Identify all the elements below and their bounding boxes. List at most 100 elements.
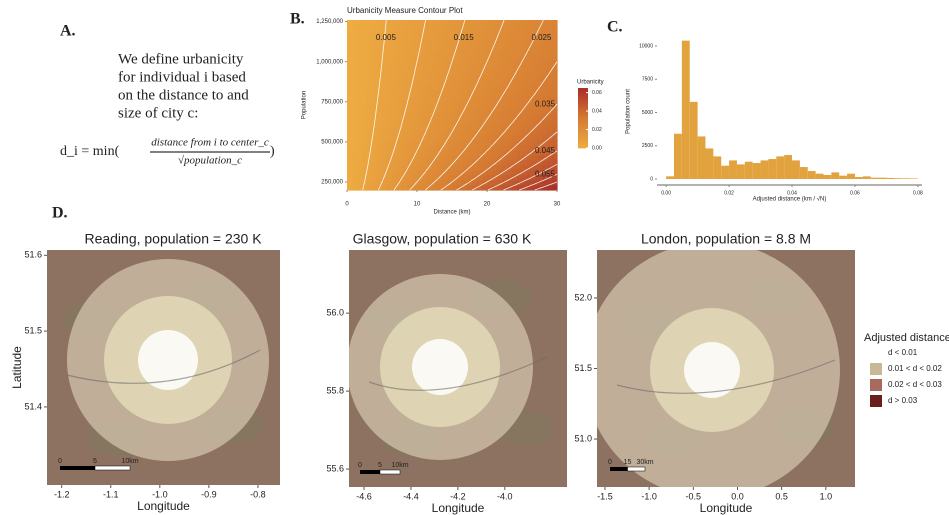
heat-cell (407, 140, 413, 146)
heat-cell (347, 90, 353, 96)
heat-cell (382, 70, 388, 76)
heat-cell (417, 80, 423, 86)
formula-denominator: √population_c (178, 155, 242, 167)
heat-cell (397, 85, 403, 91)
heat-cell (517, 150, 523, 156)
heat-cell (447, 185, 453, 191)
heat-cell (482, 75, 488, 81)
heat-cell (512, 85, 518, 91)
heat-cell (477, 35, 483, 41)
heat-cell (452, 30, 458, 36)
heat-cell (547, 30, 553, 36)
heat-cell (407, 95, 413, 101)
heat-cell (407, 110, 413, 116)
heat-cell (512, 30, 518, 36)
heat-cell (382, 25, 388, 31)
heat-cell (552, 175, 558, 181)
heat-cell (527, 25, 533, 31)
heat-cell (427, 85, 433, 91)
heat-cell (537, 40, 543, 46)
heat-cell (537, 35, 543, 41)
heat-cell (502, 60, 508, 66)
heat-cell (352, 155, 358, 161)
heat-cell (402, 85, 408, 91)
heat-cell (522, 150, 528, 156)
x-tick-label: -1.5 (597, 491, 613, 501)
heat-cell (417, 90, 423, 96)
heat-cell (477, 120, 483, 126)
heat-cell (432, 35, 438, 41)
heat-cell (402, 50, 408, 56)
heat-cell (377, 35, 383, 41)
colorbar-cell (578, 102, 588, 105)
x-tick-label: -4.4 (403, 491, 419, 501)
heat-cell (362, 70, 368, 76)
heat-cell (467, 80, 473, 86)
heat-cell (427, 95, 433, 101)
heat-cell (467, 180, 473, 186)
heat-cell (412, 115, 418, 121)
heat-cell (362, 175, 368, 181)
heat-cell (447, 95, 453, 101)
heat-cell (472, 40, 478, 46)
y-tick-label: 51.0 (574, 433, 592, 443)
heat-cell (347, 155, 353, 161)
heat-cell (417, 50, 423, 56)
y-tick-label: 51.4 (24, 401, 42, 411)
heat-cell (502, 125, 508, 131)
heat-cell (542, 165, 548, 171)
heat-cell (382, 80, 388, 86)
heat-cell (462, 70, 468, 76)
heat-cell (442, 165, 448, 171)
heat-cell (552, 75, 558, 81)
heat-cell (372, 70, 378, 76)
heat-cell (437, 175, 443, 181)
heat-cell (407, 180, 413, 186)
heat-cell (412, 150, 418, 156)
histogram-bar (894, 178, 903, 180)
heat-cell (387, 130, 393, 136)
heat-cell (347, 160, 353, 166)
heat-cell (502, 165, 508, 171)
heat-cell (377, 175, 383, 181)
heat-cell (357, 30, 363, 36)
heat-cell (392, 85, 398, 91)
heat-cell (507, 35, 513, 41)
heat-cell (492, 130, 498, 136)
heat-cell (437, 70, 443, 76)
heat-cell (497, 155, 503, 161)
heat-cell (537, 70, 543, 76)
heat-cell (372, 165, 378, 171)
heat-cell (412, 95, 418, 101)
heat-cell (542, 130, 548, 136)
colorbar-label: 0.06 (592, 90, 602, 96)
heat-cell (517, 50, 523, 56)
heat-cell (407, 80, 413, 86)
heat-cell (362, 45, 368, 51)
heat-cell (537, 60, 543, 66)
heat-cell (417, 140, 423, 146)
heat-cell (417, 160, 423, 166)
histogram-bar (878, 177, 887, 180)
heat-cell (547, 110, 553, 116)
heat-cell (537, 115, 543, 121)
heat-cell (482, 55, 488, 61)
x-axis-title: Longitude (432, 501, 485, 515)
heat-cell (397, 180, 403, 186)
heat-cell (392, 150, 398, 156)
heat-cell (427, 130, 433, 136)
heat-cell (467, 160, 473, 166)
heat-cell (442, 65, 448, 71)
heat-cell (507, 135, 513, 141)
heat-cell (407, 50, 413, 56)
heat-cell (462, 185, 468, 191)
heat-cell (542, 70, 548, 76)
heat-cell (502, 175, 508, 181)
heat-cell (457, 65, 463, 71)
heat-cell (442, 120, 448, 126)
heat-cell (352, 150, 358, 156)
colorbar-cell (578, 128, 588, 131)
heat-cell (372, 95, 378, 101)
heat-cell (442, 70, 448, 76)
heat-cell (492, 180, 498, 186)
